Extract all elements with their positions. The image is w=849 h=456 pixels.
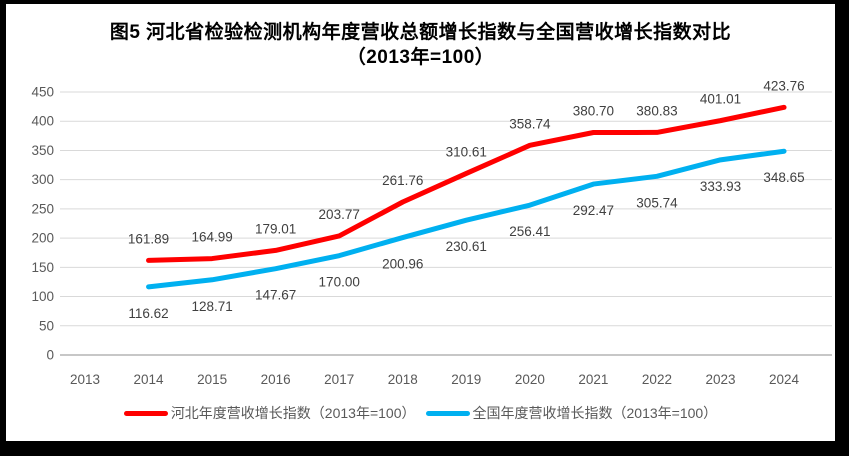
data-label-national: 230.61 [446,239,487,254]
x-axis-tick-label: 2014 [134,372,165,387]
y-axis-tick-label: 400 [31,114,54,129]
chart-title: 图5 河北省检验检测机构年度营收总额增长指数与全国营收增长指数对比 （2013年… [6,20,835,70]
legend-marker-hebei-line [123,410,168,416]
data-label-national: 333.93 [700,179,741,194]
data-label-national: 200.96 [382,257,423,272]
legend-marker-national-line [425,410,470,416]
data-label-hebei: 164.99 [191,230,232,245]
series-line-national [146,148,787,290]
y-axis-tick-label: 350 [31,143,54,158]
data-label-hebei: 203.77 [319,207,360,222]
legend-label-hebei: 河北年度营收增长指数（2013年=100） [170,405,416,421]
data-label-national: 348.65 [763,170,804,185]
y-axis-tick-label: 100 [31,289,54,304]
x-axis-tick-label: 2019 [451,372,481,387]
data-label-national: 147.67 [255,288,296,303]
data-label-hebei: 380.70 [573,104,614,119]
legend: 河北年度营收增长指数（2013年=100） 全国年度营收增长指数（2013年=1… [6,403,835,423]
data-label-national: 305.74 [636,195,678,210]
data-label-hebei: 380.83 [636,103,677,118]
x-axis-tick-label: 2022 [642,372,672,387]
x-axis-tick-label: 2017 [324,372,354,387]
legend-item-hebei: 河北年度营收增长指数（2013年=100） [123,403,416,423]
data-label-national: 292.47 [573,203,614,218]
data-label-hebei: 401.01 [700,92,741,107]
y-axis-tick-label: 250 [31,201,54,216]
x-axis-tick-label: 2021 [578,372,608,387]
legend-label-national: 全国年度营收增长指数（2013年=100） [472,405,718,421]
data-label-hebei: 161.89 [128,231,169,246]
chart-title-line1: 图5 河北省检验检测机构年度营收总额增长指数与全国营收增长指数对比 [109,22,732,43]
x-axis-tick-label: 2023 [705,372,735,387]
data-label-hebei: 310.61 [446,144,487,159]
data-label-national: 170.00 [319,275,360,290]
y-axis-tick-label: 50 [39,318,54,333]
y-axis-tick-label: 200 [31,231,54,246]
y-axis-tick-label: 150 [31,260,54,275]
data-label-hebei: 358.74 [509,116,551,131]
chart-title-line2: （2013年=100） [346,47,495,68]
y-axis-tick-label: 0 [46,348,54,363]
x-axis-tick-label: 2024 [769,372,800,387]
legend-item-national: 全国年度营收增长指数（2013年=100） [425,403,718,423]
y-axis-tick-label: 300 [31,172,54,187]
x-axis-tick-label: 2018 [388,372,418,387]
data-label-hebei: 179.01 [255,221,296,236]
x-axis-tick-label: 2015 [197,372,227,387]
data-label-hebei: 261.76 [382,173,423,188]
x-axis-tick-label: 2013 [70,372,100,387]
x-axis-tick-label: 2016 [261,372,291,387]
y-axis-tick-label: 450 [31,85,54,100]
series-line-hebei [146,104,787,263]
data-label-national: 116.62 [128,306,168,321]
data-label-hebei: 423.76 [763,78,804,93]
x-axis-tick-label: 2020 [515,372,545,387]
data-label-national: 256.41 [509,224,550,239]
line-chart: 0 50 100 150 200 250 300 350 400 450 2013 2014 2015 2… [31,78,832,387]
data-label-national: 128.71 [191,299,232,314]
